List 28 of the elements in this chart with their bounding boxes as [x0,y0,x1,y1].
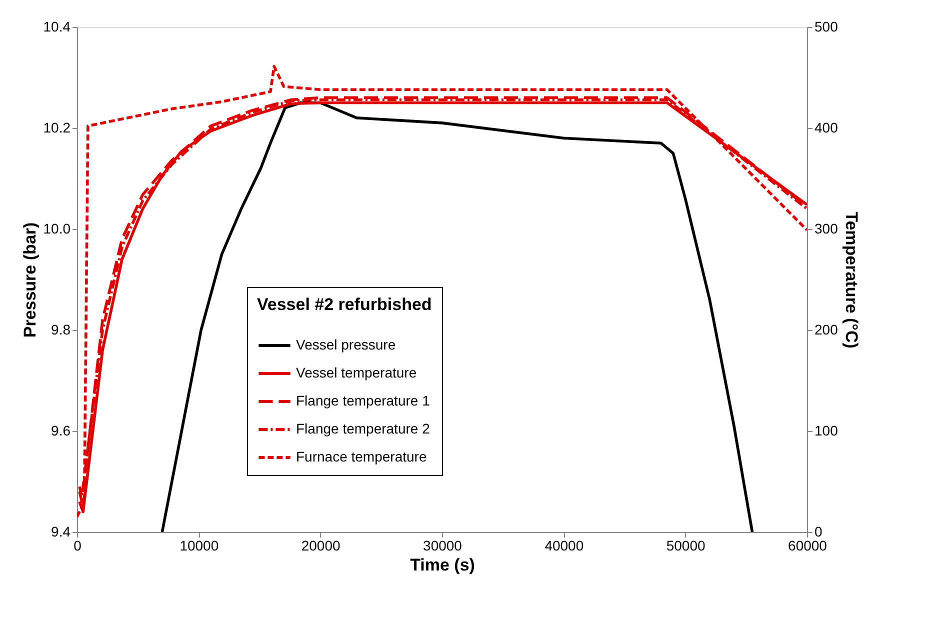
x-tick-label: 40000 [544,538,584,554]
y2-tick-label: 500 [814,18,838,34]
y-tick-label: 9.8 [51,322,71,338]
x-tick-label: 10000 [180,538,219,554]
y2-tick-label: 200 [814,322,838,338]
legend-title: Vessel #2 refurbished [257,295,432,314]
legend-label: Vessel pressure [296,336,396,352]
y2-tick-label: 300 [814,220,838,236]
legend-label: Furnace temperature [296,448,427,464]
y-tick-label: 10.4 [43,18,71,34]
y-axis-title: Pressure (bar) [20,222,40,338]
x-tick-label: 20000 [301,538,341,554]
legend-label: Flange temperature 1 [296,392,430,408]
legend-label: Vessel temperature [296,364,417,380]
y-tick-label: 9.6 [51,422,71,438]
x-axis-title: Time (s) [410,556,475,574]
y2-axis-title: Temperature (°C) [842,212,861,348]
y-tick-label: 10.2 [43,120,71,136]
y-tick-label: 10.0 [43,220,71,236]
y2-tick-label: 100 [814,422,838,438]
y-tick-label: 9.4 [51,524,71,540]
y2-tick-label: 400 [814,120,838,136]
x-tick-label: 50000 [666,538,706,554]
y2-tick-label: 0 [814,524,822,540]
x-tick-label: 30000 [423,538,462,554]
legend-label: Flange temperature 2 [296,420,430,436]
x-tick-label: 60000 [788,538,828,554]
x-tick-label: 0 [74,538,82,554]
